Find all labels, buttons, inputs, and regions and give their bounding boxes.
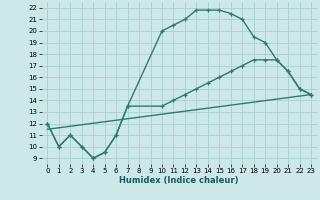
X-axis label: Humidex (Indice chaleur): Humidex (Indice chaleur) (119, 176, 239, 185)
